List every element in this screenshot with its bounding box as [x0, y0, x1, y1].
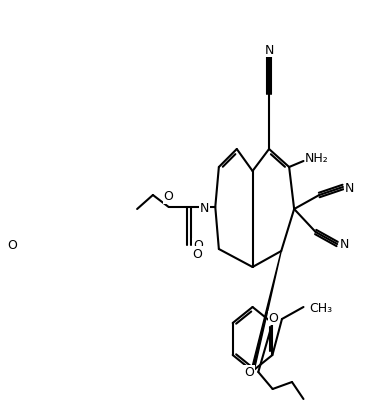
- Text: N: N: [345, 181, 354, 194]
- Text: O: O: [269, 312, 278, 325]
- Text: N: N: [339, 238, 349, 251]
- Text: O: O: [164, 190, 174, 204]
- Text: N: N: [264, 44, 274, 57]
- Text: N: N: [200, 201, 209, 214]
- Text: CH₃: CH₃: [309, 301, 332, 314]
- Text: O: O: [193, 239, 203, 252]
- Text: O: O: [7, 239, 17, 252]
- Polygon shape: [251, 252, 281, 372]
- Text: O: O: [164, 190, 174, 202]
- Text: O: O: [244, 366, 254, 379]
- Text: NH₂: NH₂: [305, 151, 329, 164]
- Text: O: O: [192, 247, 202, 260]
